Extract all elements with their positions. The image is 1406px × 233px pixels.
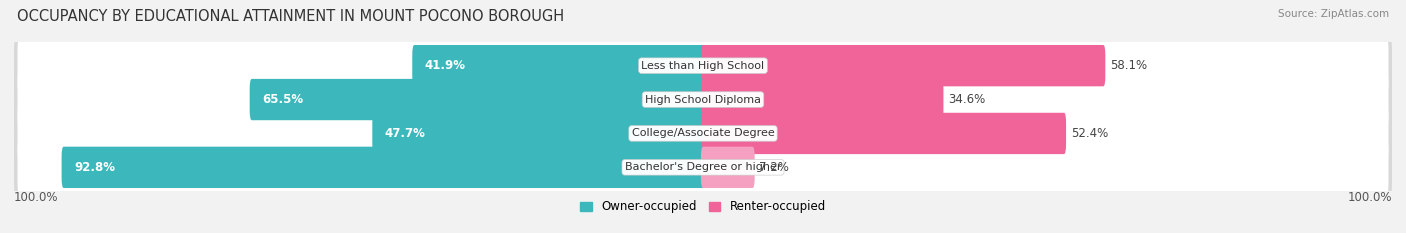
FancyBboxPatch shape [17, 34, 1389, 98]
FancyBboxPatch shape [17, 135, 1389, 199]
Text: Bachelor's Degree or higher: Bachelor's Degree or higher [624, 162, 782, 172]
FancyBboxPatch shape [702, 113, 1066, 154]
FancyBboxPatch shape [702, 45, 1105, 86]
Legend: Owner-occupied, Renter-occupied: Owner-occupied, Renter-occupied [575, 195, 831, 218]
Text: 41.9%: 41.9% [425, 59, 465, 72]
Text: 65.5%: 65.5% [262, 93, 304, 106]
FancyBboxPatch shape [14, 67, 1392, 132]
FancyBboxPatch shape [373, 113, 704, 154]
Text: 58.1%: 58.1% [1111, 59, 1147, 72]
Text: 7.2%: 7.2% [759, 161, 789, 174]
Text: 100.0%: 100.0% [1347, 191, 1392, 204]
FancyBboxPatch shape [250, 79, 704, 120]
Text: 100.0%: 100.0% [14, 191, 59, 204]
Text: 34.6%: 34.6% [948, 93, 986, 106]
FancyBboxPatch shape [17, 102, 1389, 165]
FancyBboxPatch shape [412, 45, 704, 86]
FancyBboxPatch shape [14, 135, 1392, 200]
Text: 47.7%: 47.7% [385, 127, 426, 140]
Text: High School Diploma: High School Diploma [645, 95, 761, 105]
FancyBboxPatch shape [14, 101, 1392, 166]
Text: Source: ZipAtlas.com: Source: ZipAtlas.com [1278, 9, 1389, 19]
Text: OCCUPANCY BY EDUCATIONAL ATTAINMENT IN MOUNT POCONO BOROUGH: OCCUPANCY BY EDUCATIONAL ATTAINMENT IN M… [17, 9, 564, 24]
FancyBboxPatch shape [702, 147, 755, 188]
Text: 92.8%: 92.8% [75, 161, 115, 174]
Text: College/Associate Degree: College/Associate Degree [631, 128, 775, 138]
Text: 52.4%: 52.4% [1071, 127, 1108, 140]
FancyBboxPatch shape [17, 68, 1389, 131]
Text: Less than High School: Less than High School [641, 61, 765, 71]
FancyBboxPatch shape [702, 79, 943, 120]
FancyBboxPatch shape [62, 147, 704, 188]
FancyBboxPatch shape [14, 33, 1392, 98]
